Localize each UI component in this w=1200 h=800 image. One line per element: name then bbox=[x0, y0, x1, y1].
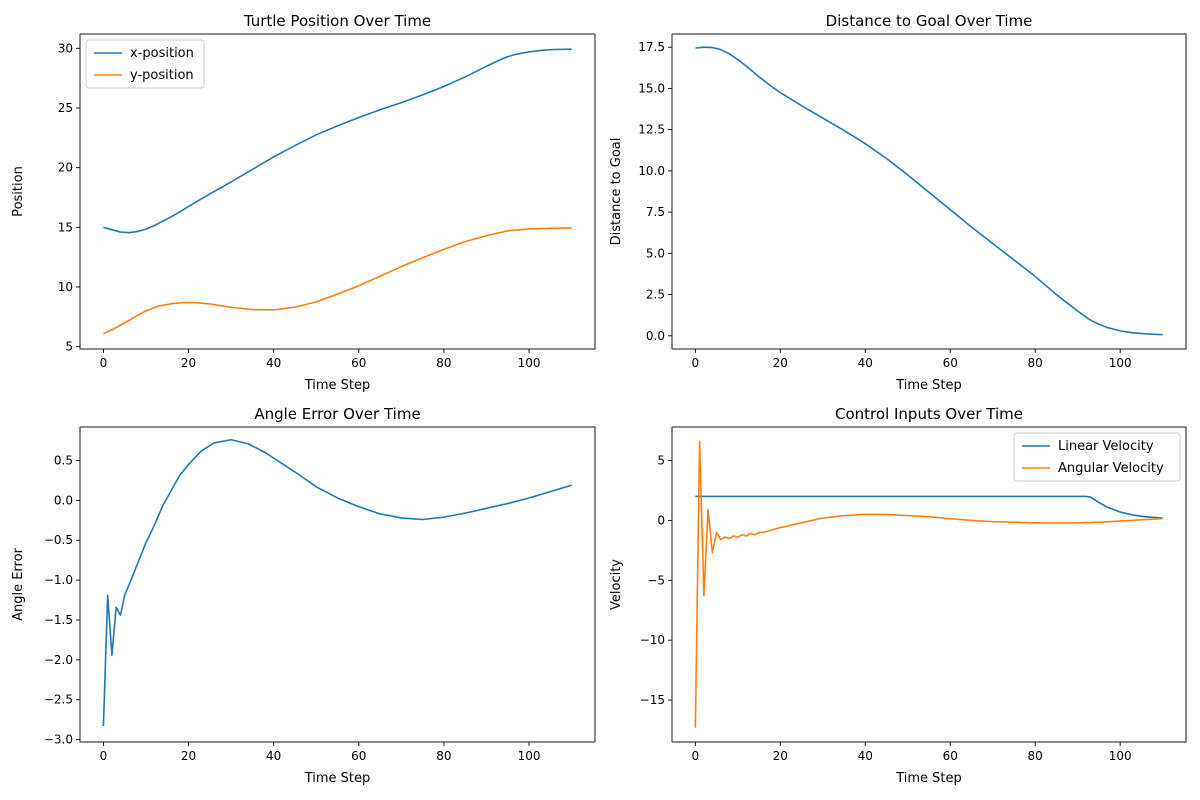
legend-label: y-position bbox=[130, 68, 194, 83]
axes-frame bbox=[79, 426, 596, 743]
x-tick-label: 0 bbox=[692, 356, 700, 370]
x-tick-label: 80 bbox=[1028, 749, 1043, 763]
y-tick-label: −10 bbox=[640, 633, 665, 647]
chart-panel-4: Control Inputs Over Time 0 20 40 60 80 100 −15 −… bbox=[609, 405, 1187, 786]
y-axis-label: Position bbox=[11, 166, 26, 217]
x-tick-label: 80 bbox=[436, 749, 451, 763]
y-tick-label: 10.0 bbox=[638, 164, 665, 178]
y-tick-label: 15.0 bbox=[638, 81, 665, 95]
series-line-1 bbox=[695, 495, 1163, 519]
y-tick-label: 15 bbox=[58, 220, 73, 234]
y-tick-label: 0.5 bbox=[54, 453, 73, 467]
series-line-1 bbox=[103, 48, 572, 234]
y-tick-label: −2.0 bbox=[44, 653, 73, 667]
x-axis-label: Time Step bbox=[304, 771, 371, 786]
legend-label: Angular Velocity bbox=[1058, 461, 1164, 476]
x-tick-label: 20 bbox=[773, 749, 788, 763]
x-tick-label: 20 bbox=[181, 356, 196, 370]
chart-title: Angle Error Over Time bbox=[254, 405, 420, 423]
y-tick-label: 0 bbox=[657, 513, 665, 527]
y-tick-label: 0.0 bbox=[646, 329, 665, 343]
y-tick-label: −2.5 bbox=[44, 693, 73, 707]
y-tick-label: 30 bbox=[58, 41, 73, 55]
series-line-2 bbox=[694, 440, 1163, 728]
legend-label: Linear Velocity bbox=[1058, 439, 1154, 454]
y-tick-label: −0.5 bbox=[44, 533, 73, 547]
y-tick-label: 7.5 bbox=[646, 205, 665, 219]
x-axis-label: Time Step bbox=[304, 378, 371, 393]
x-tick-label: 60 bbox=[943, 356, 958, 370]
x-tick-label: 40 bbox=[266, 356, 281, 370]
legend-box bbox=[1013, 432, 1181, 482]
x-tick-label: 20 bbox=[181, 749, 196, 763]
chart-panel-1: Turtle Position Over Time 0 20 40 60 80 100 5 10… bbox=[11, 12, 596, 393]
y-axis-label: Angle Error bbox=[11, 547, 26, 620]
y-tick-label: 20 bbox=[58, 161, 73, 175]
y-tick-label: −15 bbox=[640, 693, 665, 707]
chart-title: Turtle Position Over Time bbox=[243, 12, 431, 30]
x-tick-label: 100 bbox=[1109, 356, 1132, 370]
legend-box bbox=[85, 39, 205, 89]
legend: x-position y-position bbox=[85, 39, 205, 89]
legend-label: x-position bbox=[130, 46, 194, 61]
y-tick-label: 10 bbox=[58, 280, 73, 294]
y-axis-label: Distance to Goal bbox=[609, 138, 624, 246]
y-tick-label: −3.0 bbox=[44, 733, 73, 747]
y-tick-label: 5 bbox=[657, 454, 665, 468]
y-tick-label: 2.5 bbox=[646, 288, 665, 302]
x-tick-label: 100 bbox=[518, 356, 541, 370]
chart-panel-3: Angle Error Over Time 0 20 40 60 80 100 −3.0 −2.… bbox=[11, 405, 596, 786]
y-tick-label: 5.0 bbox=[646, 246, 665, 260]
y-tick-label: 0.0 bbox=[54, 493, 73, 507]
y-tick-label: 5 bbox=[65, 340, 73, 354]
x-axis-label: Time Step bbox=[895, 771, 962, 786]
x-tick-label: 0 bbox=[100, 749, 108, 763]
x-tick-label: 100 bbox=[1109, 749, 1132, 763]
y-tick-label: −5 bbox=[647, 573, 665, 587]
x-tick-label: 80 bbox=[436, 356, 451, 370]
y-tick-label: 25 bbox=[58, 101, 73, 115]
x-tick-label: 40 bbox=[858, 356, 873, 370]
x-tick-label: 80 bbox=[1028, 356, 1043, 370]
x-tick-label: 0 bbox=[100, 356, 108, 370]
axes-frame bbox=[671, 33, 1187, 350]
series-line-2 bbox=[103, 227, 572, 335]
axes-frame bbox=[671, 426, 1187, 743]
x-tick-label: 40 bbox=[858, 749, 873, 763]
y-tick-label: −1.5 bbox=[44, 613, 73, 627]
x-tick-label: 60 bbox=[943, 749, 958, 763]
x-tick-label: 60 bbox=[351, 749, 366, 763]
chart-title: Control Inputs Over Time bbox=[835, 405, 1023, 423]
y-axis-label: Velocity bbox=[609, 559, 624, 610]
chart-panel-2: Distance to Goal Over Time 0 20 40 60 80 100 0.… bbox=[609, 12, 1187, 393]
x-tick-label: 60 bbox=[351, 356, 366, 370]
y-tick-label: −1.0 bbox=[44, 573, 73, 587]
x-tick-label: 100 bbox=[518, 749, 541, 763]
x-tick-label: 20 bbox=[773, 356, 788, 370]
x-tick-label: 40 bbox=[266, 749, 281, 763]
x-tick-label: 0 bbox=[692, 749, 700, 763]
y-tick-label: 12.5 bbox=[638, 123, 665, 137]
legend: Linear Velocity Angular Velocity bbox=[1013, 432, 1181, 482]
series-line-1 bbox=[695, 46, 1163, 336]
chart-title: Distance to Goal Over Time bbox=[826, 12, 1033, 30]
axes-frame bbox=[79, 33, 596, 350]
y-tick-label: 17.5 bbox=[638, 40, 665, 54]
x-axis-label: Time Step bbox=[895, 378, 962, 393]
series-line-1 bbox=[102, 438, 572, 727]
